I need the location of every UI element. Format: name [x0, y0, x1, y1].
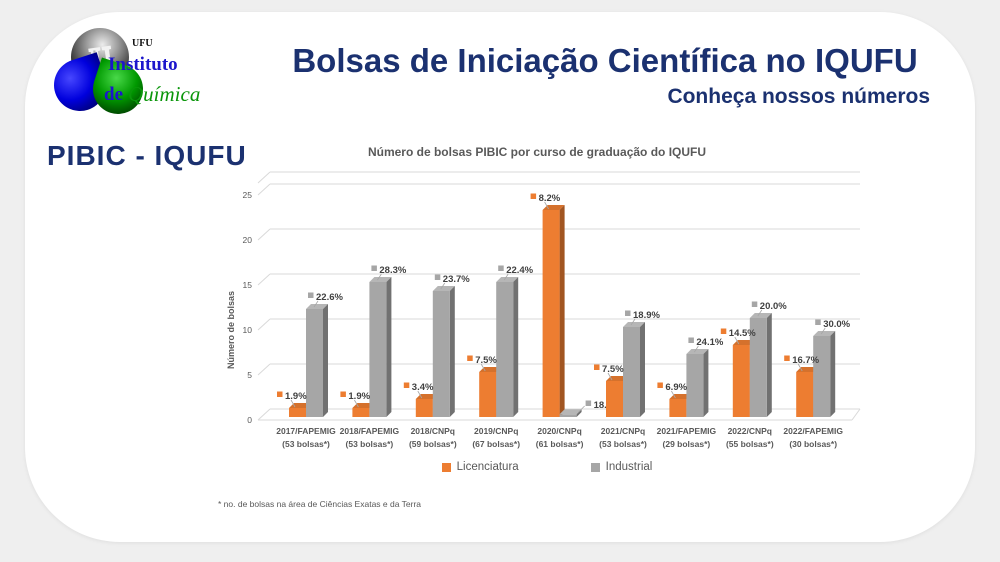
data-label-industrial-marker — [308, 292, 314, 298]
legend-item-licenciatura: Licenciatura — [441, 461, 519, 473]
data-label-licenciatura: 14.5% — [729, 328, 756, 339]
bar-industrial-2021-cnpq — [623, 322, 645, 417]
x-tick-label: 2018/CNPq — [411, 426, 455, 436]
y-tick-label: 25 — [243, 190, 253, 200]
x-tick-label: 2019/CNPq — [474, 426, 518, 436]
bar-industrial-2022-cnpq — [749, 313, 772, 417]
data-label-industrial-marker — [498, 265, 504, 271]
x-tick-label: 2022/FAPEMIG — [783, 426, 843, 436]
bar-industrial-2017-fapemig — [306, 304, 328, 417]
slide-card — [25, 12, 975, 542]
data-label-industrial-marker — [371, 265, 377, 271]
iqufu-logo: U UFU Instituto de Química — [47, 15, 255, 123]
y-tick-label: 5 — [247, 370, 252, 380]
data-label-licenciatura-marker — [594, 364, 600, 370]
data-label-licenciatura-marker — [720, 328, 727, 334]
x-tick-label: 2018/FAPEMIG — [340, 426, 400, 436]
data-label-industrial-marker — [815, 319, 821, 325]
data-label-industrial-marker — [751, 301, 758, 307]
y-tick-label: 15 — [243, 280, 253, 290]
x-tick-sublabel: (30 bolsas*) — [789, 439, 837, 449]
data-label-licenciatura-marker — [657, 382, 663, 388]
bar-industrial-2021-fapemig — [686, 349, 709, 417]
logo-text-instituto: Instituto — [108, 54, 178, 75]
data-label-industrial: 28.3% — [379, 265, 406, 276]
data-label-industrial: 22.4% — [506, 265, 533, 276]
x-tick-sublabel: (67 bolsas*) — [472, 439, 520, 449]
bar-industrial-2019-cnpq — [496, 277, 519, 417]
chart-legend: Licenciatura Industrial — [232, 461, 862, 473]
data-label-licenciatura: 1.9% — [348, 391, 370, 402]
data-label-industrial: 24.1% — [696, 337, 723, 348]
x-tick-sublabel: (53 bolsas*) — [282, 439, 330, 449]
data-label-licenciatura-marker — [467, 355, 473, 361]
data-label-industrial: 20.0% — [760, 301, 787, 312]
y-tick-label: 20 — [243, 235, 253, 245]
x-tick-label: 2020/CNPq — [537, 426, 581, 436]
x-tick-sublabel: (53 bolsas*) — [346, 439, 394, 449]
footnote: * no. de bolsas na área de Ciências Exat… — [218, 499, 422, 509]
data-label-industrial-marker — [625, 310, 631, 316]
x-tick-sublabel: (59 bolsas*) — [409, 439, 457, 449]
data-label-licenciatura-marker — [277, 391, 283, 397]
y-axis-title: Número de bolsas — [226, 291, 236, 369]
page-title: Bolsas de Iniciação Científica no IQUFU — [292, 42, 918, 79]
legend-swatch-industrial-icon — [590, 462, 600, 472]
data-label-licenciatura-marker — [530, 193, 537, 199]
bar-licenciatura-2020-cnpq — [542, 205, 565, 417]
x-tick-label: 2022/CNPq — [728, 426, 772, 436]
y-tick-label: 0 — [247, 415, 252, 425]
page-subtitle: Conheça nossos números — [667, 85, 930, 108]
data-label-licenciatura-marker — [340, 391, 346, 397]
bar-industrial-2020-cnpq — [559, 409, 582, 417]
x-tick-label: 2017/FAPEMIG — [276, 426, 336, 436]
data-label-industrial-marker — [688, 337, 694, 343]
data-label-industrial: 18.9% — [633, 310, 660, 321]
bar-industrial-2018-cnpq — [432, 286, 455, 417]
data-label-industrial-marker — [585, 400, 592, 406]
data-label-licenciatura: 7.5% — [602, 364, 624, 375]
logo-org-acronym: UFU — [132, 38, 153, 49]
legend-label-industrial: Industrial — [605, 461, 653, 473]
legend-swatch-licenciatura-icon — [441, 462, 451, 472]
data-label-industrial: 30.0% — [823, 319, 850, 330]
data-label-licenciatura-marker — [784, 355, 790, 361]
data-label-industrial: 22.6% — [316, 292, 343, 303]
bar-industrial-2018-fapemig — [369, 277, 392, 417]
data-label-industrial: 23.7% — [443, 274, 470, 285]
x-tick-sublabel: (53 bolsas*) — [599, 439, 647, 449]
data-label-licenciatura: 1.9% — [285, 391, 307, 402]
data-label-licenciatura: 6.9% — [665, 382, 687, 393]
x-tick-sublabel: (29 bolsas*) — [663, 439, 711, 449]
legend-label-licenciatura: Licenciatura — [456, 461, 519, 473]
y-tick-label: 10 — [243, 325, 253, 335]
data-label-licenciatura: 7.5% — [475, 355, 497, 366]
data-label-industrial-marker — [434, 274, 441, 280]
x-tick-label: 2021/CNPq — [601, 426, 645, 436]
chart-title: Número de bolsas PIBIC por curso de grad… — [367, 145, 707, 159]
bar-industrial-2022-fapemig — [813, 331, 836, 417]
data-label-licenciatura: 3.4% — [412, 382, 434, 393]
data-label-licenciatura: 16.7% — [792, 355, 819, 366]
section-heading-pibic: PIBIC - IQUFU — [47, 140, 247, 171]
data-label-licenciatura-marker — [403, 382, 410, 388]
x-tick-sublabel: (55 bolsas*) — [726, 439, 774, 449]
x-tick-sublabel: (61 bolsas*) — [536, 439, 584, 449]
logo-text-quimica: Química — [128, 82, 201, 106]
legend-item-industrial: Industrial — [590, 461, 653, 473]
x-tick-label: 2021/FAPEMIG — [657, 426, 717, 436]
logo-text-de: de — [104, 84, 123, 105]
data-label-licenciatura: 8.2% — [539, 193, 561, 204]
